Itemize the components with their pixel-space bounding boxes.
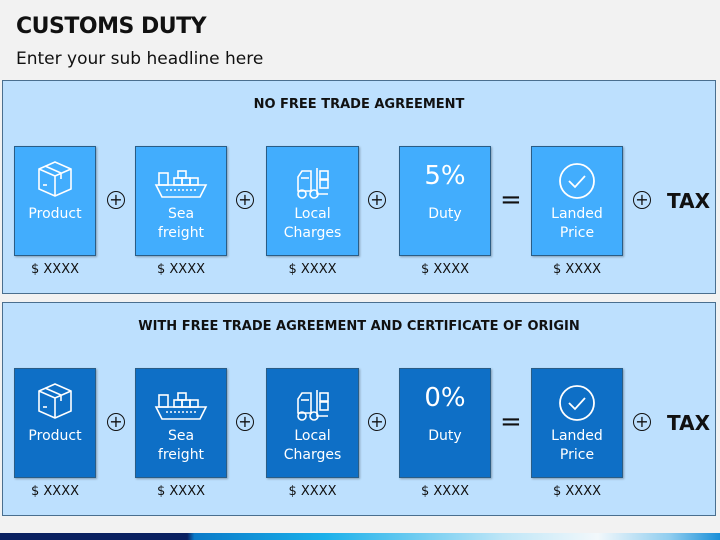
item-label: Product	[28, 206, 82, 222]
item-label-2: Price	[559, 447, 595, 463]
page-title: CUSTOMS DUTY	[16, 14, 207, 39]
box-icon	[15, 147, 95, 205]
plus-icon: +	[368, 413, 386, 431]
check-circle-icon	[532, 369, 622, 427]
item-label-2: Price	[559, 225, 595, 241]
item-box-duty: 5% Duty	[399, 146, 491, 256]
panel-title: NO FREE TRADE AGREEMENT	[253, 97, 465, 112]
equals-sign: =	[500, 185, 522, 215]
plus-icon: +	[236, 413, 254, 431]
item-price: $ XXXX	[420, 484, 470, 499]
duty-percent: 5%	[424, 161, 466, 191]
plus-icon: +	[368, 191, 386, 209]
item-label: Duty	[428, 428, 462, 444]
item-label-2: freight	[157, 225, 205, 241]
forklift-icon	[267, 369, 358, 427]
panel-title: WITH FREE TRADE AGREEMENT AND CERTIFICAT…	[138, 319, 580, 334]
tax-label: TAX	[667, 189, 710, 213]
item-label: Duty	[428, 206, 462, 222]
item-box-sea: Sea freight	[135, 146, 227, 256]
item-label: Landed	[551, 428, 603, 444]
item-label: Landed	[551, 206, 603, 222]
item-price: $ XXXX	[30, 262, 80, 277]
item-label: Sea	[167, 206, 195, 222]
duty-percent: 0%	[424, 383, 466, 413]
page-subtitle: Enter your sub headline here	[16, 49, 264, 69]
item-label: Sea	[167, 428, 195, 444]
item-box-landed: Landed Price	[531, 146, 623, 256]
item-label: Local	[294, 428, 331, 444]
item-price: $ XXXX	[288, 484, 337, 499]
item-box-local: Local Charges	[266, 368, 359, 478]
panel-with-fta: WITH FREE TRADE AGREEMENT AND CERTIFICAT…	[2, 302, 716, 516]
item-label-2: Charges	[283, 225, 342, 241]
item-price: $ XXXX	[156, 262, 206, 277]
item-box-landed: Landed Price	[531, 368, 623, 478]
item-price: $ XXXX	[156, 484, 206, 499]
item-box-product: Product	[14, 368, 96, 478]
item-label-2: freight	[157, 447, 205, 463]
footer-gradient-bar	[0, 533, 720, 540]
forklift-icon	[267, 147, 358, 205]
plus-icon: +	[107, 191, 125, 209]
item-label-2: Charges	[283, 447, 342, 463]
equals-sign: =	[500, 407, 522, 437]
plus-icon: +	[633, 191, 651, 209]
item-box-product: Product	[14, 146, 96, 256]
box-icon	[15, 369, 95, 427]
item-price: $ XXXX	[552, 262, 602, 277]
check-circle-icon	[532, 147, 622, 205]
item-price: $ XXXX	[288, 262, 337, 277]
item-box-local: Local Charges	[266, 146, 359, 256]
item-label: Local	[294, 206, 331, 222]
plus-icon: +	[633, 413, 651, 431]
plus-icon: +	[236, 191, 254, 209]
item-box-duty: 0% Duty	[399, 368, 491, 478]
ship-icon	[136, 369, 226, 427]
item-price: $ XXXX	[30, 484, 80, 499]
tax-label: TAX	[667, 411, 710, 435]
item-price: $ XXXX	[552, 484, 602, 499]
item-price: $ XXXX	[420, 262, 470, 277]
item-label: Product	[28, 428, 82, 444]
plus-icon: +	[107, 413, 125, 431]
ship-icon	[136, 147, 226, 205]
panel-no-fta: NO FREE TRADE AGREEMENT Product $ XXXX Sea f…	[2, 80, 716, 294]
item-box-sea: Sea freight	[135, 368, 227, 478]
